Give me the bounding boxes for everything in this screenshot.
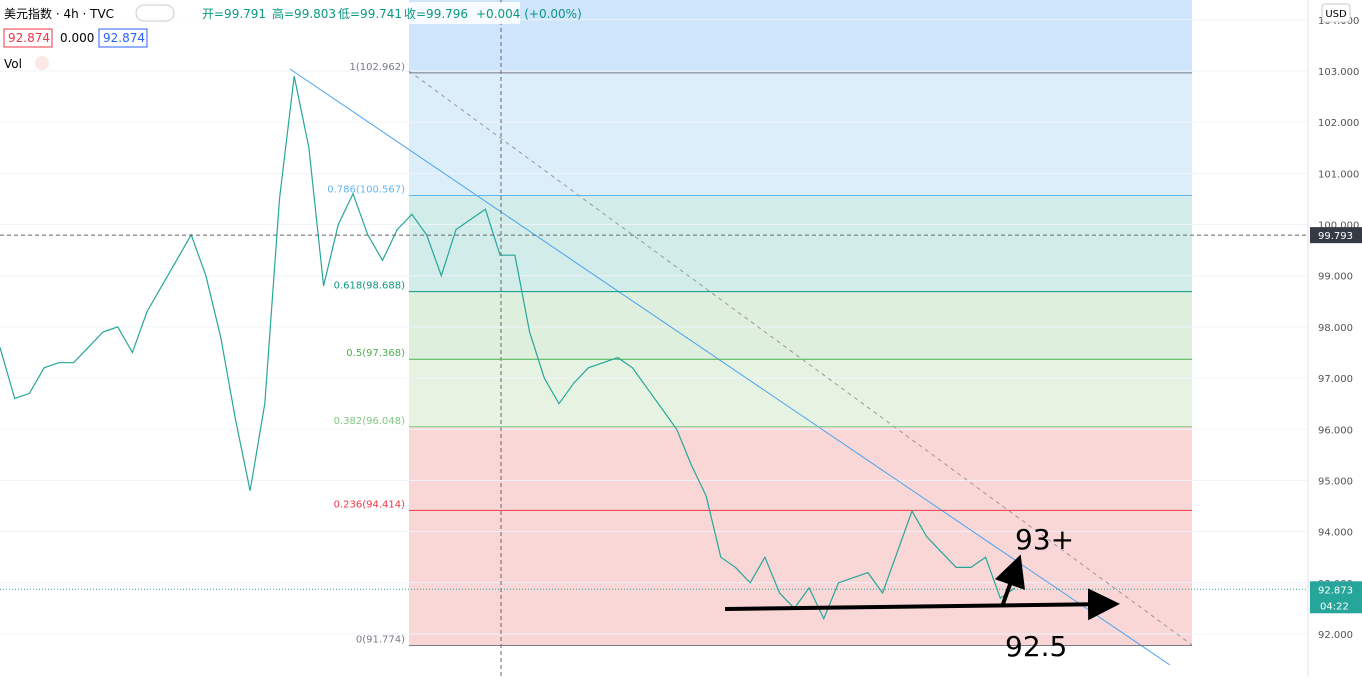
header-bg <box>0 2 520 24</box>
badge-text: 92.874 <box>103 31 145 45</box>
price-line <box>0 75 1016 621</box>
fib-label: 0(91.774) <box>356 635 405 646</box>
crosshair-price: 99.793 <box>1318 231 1353 242</box>
fib-zone <box>409 72 1192 196</box>
price-tick: 98.000 <box>1318 323 1353 334</box>
annotation: 93+ <box>1015 523 1074 556</box>
toggle[interactable] <box>135 4 175 22</box>
fib-label: 0.382(96.048) <box>334 416 406 427</box>
annotation: 92.5 <box>1005 630 1067 663</box>
price-tick: 94.000 <box>1318 528 1353 539</box>
currency: USD <box>1325 9 1347 20</box>
price-tick: 99.000 <box>1318 272 1353 283</box>
fib-zone <box>409 195 1192 292</box>
price-tick: 102.000 <box>1318 118 1359 129</box>
badge-text: 92.874 <box>8 31 50 45</box>
fib-zone <box>409 0 1192 73</box>
price-tick: 95.000 <box>1318 476 1353 487</box>
price-axis <box>1308 0 1362 676</box>
warning-icon[interactable] <box>35 56 49 70</box>
countdown: 04:22 <box>1320 601 1349 612</box>
fib-zone <box>409 510 1192 646</box>
price-tick: 96.000 <box>1318 425 1353 436</box>
fib-trend[interactable] <box>408 70 1193 646</box>
arrow <box>994 554 1025 605</box>
fib-zone <box>409 359 1192 427</box>
fib-label: 0.618(98.688) <box>334 281 406 292</box>
close: 收=99.796 <box>404 7 468 21</box>
low: 低=99.741 <box>338 7 402 21</box>
symbol[interactable]: 美元指数 · 4h · TVC <box>4 6 114 21</box>
fib-label: 0.236(94.414) <box>334 499 406 510</box>
fib-label: 0.5(97.368) <box>346 348 405 359</box>
price-tick: 97.000 <box>1318 374 1353 385</box>
fib-zone <box>409 291 1192 360</box>
last-price: 92.873 <box>1318 585 1353 596</box>
fib-zone <box>409 426 1192 511</box>
change: +0.004 (+0.00%) <box>476 7 582 21</box>
price-tick: 100.000 <box>1318 221 1359 232</box>
badge[interactable] <box>3 28 53 48</box>
price-tick: 103.000 <box>1318 67 1359 78</box>
open: 开=99.791 <box>202 7 266 21</box>
badge-text: 0.000 <box>60 31 94 45</box>
vol: Vol <box>4 57 22 71</box>
fib-label: 1(102.962) <box>349 62 405 73</box>
crosshair-badge <box>1310 227 1362 244</box>
last-badge <box>1310 581 1362 614</box>
badge[interactable] <box>98 28 148 48</box>
fib-label: 0.786(100.567) <box>327 185 405 196</box>
price-tick: 92.000 <box>1318 630 1353 641</box>
arrow <box>724 588 1120 621</box>
high: 高=99.803 <box>272 6 336 21</box>
currency-badge[interactable] <box>1321 3 1351 23</box>
price-tick: 101.000 <box>1318 169 1359 180</box>
